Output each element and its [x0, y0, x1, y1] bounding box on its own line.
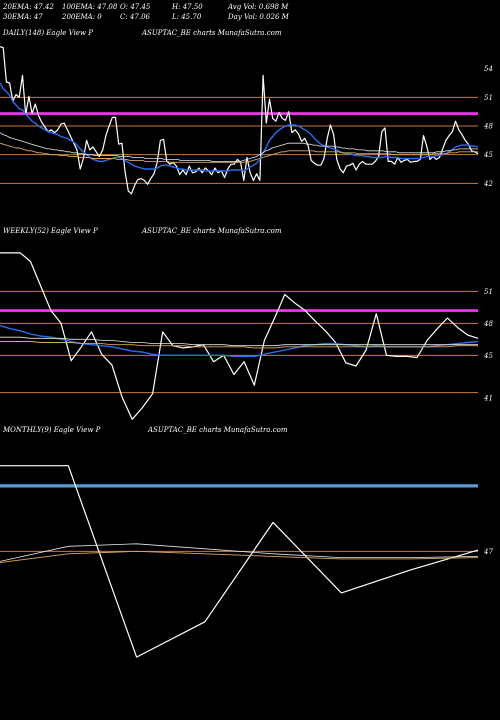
indicator-header: 20EMA: 47.42 100EMA: 47.08 O: 47.45 H: 4… [0, 0, 500, 34]
weekly-ema-100-line [0, 336, 478, 347]
weekly-ytick-label: 51 [484, 288, 493, 296]
weekly-ema-200-line [0, 341, 478, 349]
daily-ytick-label: 42 [483, 180, 493, 188]
ema200-label: 200EMA: 0 [62, 13, 102, 21]
weekly-price-line [0, 252, 479, 420]
daily-ytick-label: 45 [483, 151, 493, 159]
daily-ytick-label: 51 [484, 94, 493, 102]
weekly-ytick-label: 41 [483, 395, 493, 403]
avg-vol-label: Avg Vol: 0.698 M [228, 3, 289, 11]
weekly-ema-blue-line [0, 324, 479, 358]
daily-ema-blue-line [0, 82, 479, 172]
daily-ytick-label: 48 [483, 123, 493, 131]
monthly-panel: 47 [0, 465, 493, 658]
weekly-panel: 51 48 45 41 [0, 252, 493, 420]
ema20-label: 20EMA: 47.42 [3, 3, 54, 11]
weekly-ytick-label: 45 [483, 352, 493, 360]
monthly-ema-100-line [0, 543, 479, 562]
monthly-ema-200-line [0, 550, 479, 564]
weekly-panel-title: ASUPTAC_BE charts MunafaSutra.com [142, 227, 282, 235]
daily-ema-100-line [0, 132, 478, 162]
monthly-panel-title: ASUPTAC_BE charts MunafaSutra.com [148, 426, 288, 434]
daily-ytick-label: 54 [484, 65, 493, 73]
ema100-label: 100EMA: 47.08 [62, 3, 118, 11]
daily-panel-title: ASUPTAC_BE charts MunafaSutra.com [142, 29, 282, 37]
low-label: L: 45.70 [172, 13, 202, 21]
high-label: H: 47.50 [172, 3, 203, 11]
ema30-label: 30EMA: 47 [3, 13, 43, 21]
monthly-ytick-label: 47 [483, 548, 493, 556]
monthly-panel-label: MONTHLY(9) Eagle View P [3, 426, 101, 434]
day-vol-label: Day Vol: 0.026 M [228, 13, 289, 21]
daily-ema-200-line [0, 142, 478, 163]
daily-panel-label: DAILY(148) Eagle View P [3, 29, 93, 37]
daily-panel: 54 51 48 45 42 [0, 46, 493, 195]
close-label: C: 47.06 [120, 13, 150, 21]
daily-price-line [0, 46, 479, 195]
open-label: O: 47.45 [120, 3, 151, 11]
monthly-price-line [0, 465, 479, 658]
weekly-panel-label: WEEKLY(52) Eagle View P [3, 227, 98, 235]
weekly-ytick-label: 48 [483, 320, 493, 328]
